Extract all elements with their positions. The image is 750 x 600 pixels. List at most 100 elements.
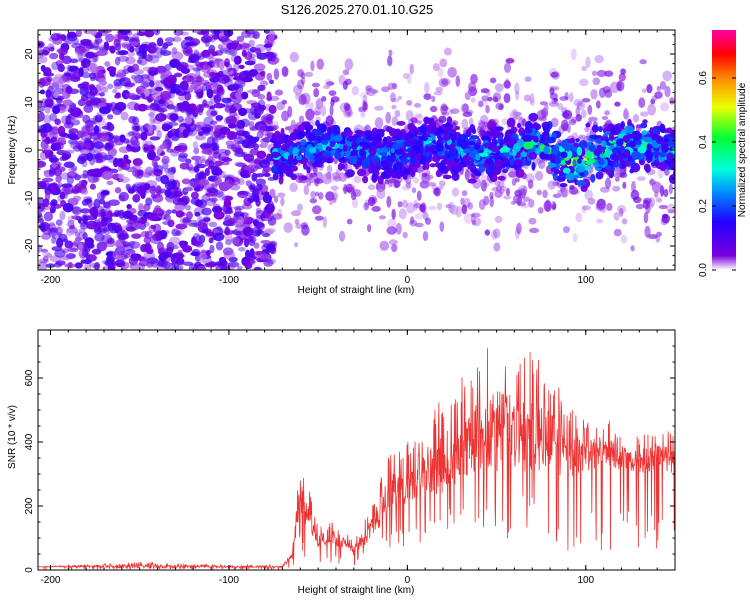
spectrogram-cell	[121, 160, 131, 171]
spectrogram-cell	[117, 55, 129, 62]
spectrogram-cell	[206, 69, 218, 75]
spectrogram-cell	[77, 131, 87, 138]
spectrogram-cell	[604, 177, 612, 189]
spectrogram-cell	[174, 230, 180, 236]
spectrogram-cell	[200, 126, 212, 132]
spectrogram-cell	[82, 169, 89, 179]
spectrogram-cell	[659, 80, 667, 90]
spectrogram-cell	[658, 204, 668, 210]
spectrogram-cell	[197, 199, 207, 209]
spectrogram-cell	[191, 155, 202, 161]
spectrogram-cell	[55, 260, 66, 266]
spectrogram-cell	[620, 162, 626, 169]
spectrogram-cell	[303, 184, 310, 196]
spectrogram-cell	[498, 188, 505, 195]
spectrogram-cell	[495, 126, 504, 132]
spectrogram-cell	[153, 106, 164, 111]
spectrogram-cell	[649, 127, 654, 136]
spectrogram-cell	[501, 168, 509, 174]
spectrogram-cell	[212, 34, 220, 40]
spectrogram-cell	[560, 119, 569, 131]
spectrogram-cell	[525, 120, 533, 131]
spectrogram-cell	[574, 174, 579, 179]
spectrogram-cell	[420, 202, 427, 214]
spectrogram-cell	[483, 142, 491, 148]
spectrogram-cell	[378, 215, 386, 220]
spectrogram-cell	[38, 100, 43, 109]
spectrogram-cell	[429, 105, 438, 113]
spectrogram-cell	[387, 82, 395, 91]
spectrogram-cell	[82, 232, 88, 241]
spectrogram-cell	[255, 209, 266, 220]
spectrogram-cell	[232, 215, 241, 221]
spectrogram-cell	[529, 93, 535, 104]
spectrogram-cell	[494, 215, 503, 224]
spectrogram-cell	[79, 149, 91, 155]
spectrogram-cell	[294, 242, 299, 248]
spectrogram-cell	[380, 160, 390, 168]
spectrogram-cell	[546, 136, 556, 144]
spectrogram-cell	[257, 99, 266, 109]
spectrogram-cell	[641, 88, 647, 94]
spectrogram-cell	[292, 147, 299, 157]
spectrogram-cell	[523, 94, 531, 102]
spectrogram-cell	[202, 30, 210, 37]
spectrogram-cell	[541, 121, 550, 130]
spectrogram-cell	[205, 198, 217, 206]
spectrogram-cell	[333, 135, 343, 142]
spectrogram-cell	[99, 92, 106, 97]
spectrogram-cell	[105, 251, 114, 256]
spectrogram-cell	[386, 226, 397, 235]
spectrogram-cell	[298, 115, 305, 124]
spectrogram-y-tick-label: 0	[24, 147, 35, 153]
spectrogram-cell	[300, 72, 306, 80]
spectrogram-cell	[225, 239, 232, 246]
spectrogram-cell	[483, 195, 490, 206]
spectrogram-cell	[314, 191, 320, 197]
spectrogram-cell	[590, 89, 598, 100]
spectrogram-cell	[381, 86, 390, 93]
spectrogram-cell	[388, 239, 398, 246]
spectrogram-cell	[228, 177, 241, 186]
spectrogram-cell	[549, 87, 555, 95]
spectrogram-cell	[51, 61, 59, 71]
spectrogram-cell	[613, 228, 622, 237]
spectrogram-cell	[113, 38, 121, 48]
spectrogram-cell	[118, 173, 125, 179]
spectrogram-cell	[38, 53, 44, 60]
spectrogram-cell	[133, 139, 140, 149]
spectrogram-cell	[309, 101, 314, 110]
spectrogram-cell	[477, 119, 486, 126]
spectrogram-cell	[41, 177, 54, 183]
spectrogram-cell	[398, 208, 407, 220]
spectrogram-cell	[264, 204, 272, 213]
spectrogram-cell	[215, 170, 226, 178]
spectrogram-cell	[114, 56, 121, 66]
spectrogram-cell	[358, 141, 369, 147]
spectrogram-cell	[561, 112, 570, 118]
spectrogram-cell	[67, 247, 79, 253]
spectrogram-cell	[649, 178, 655, 187]
spectrogram-cell	[211, 183, 218, 189]
spectrogram-cell	[186, 75, 195, 85]
spectrogram-cell	[298, 94, 307, 106]
spectrogram-cell	[424, 160, 430, 171]
spectrogram-cell	[620, 68, 626, 75]
spectrogram-cell	[53, 91, 60, 99]
spectrogram-cell	[312, 129, 323, 137]
spectrogram-cell	[621, 218, 628, 225]
spectrogram-cell	[416, 190, 422, 201]
spectrogram-cell	[585, 56, 591, 69]
spectrogram-cell	[570, 48, 577, 61]
spectrogram-cell	[317, 137, 323, 144]
spectrogram-cell	[314, 215, 324, 221]
spectrogram-cell	[48, 46, 55, 52]
spectrogram-cell	[461, 204, 468, 215]
spectrogram-cell	[401, 153, 410, 158]
spectrogram-cell	[195, 134, 206, 141]
spectrogram-cell	[57, 125, 66, 136]
spectrogram-cell	[342, 69, 350, 76]
spectrogram-cell	[234, 206, 242, 216]
spectrogram-cell	[300, 76, 306, 85]
spectrogram-cell	[263, 258, 274, 267]
